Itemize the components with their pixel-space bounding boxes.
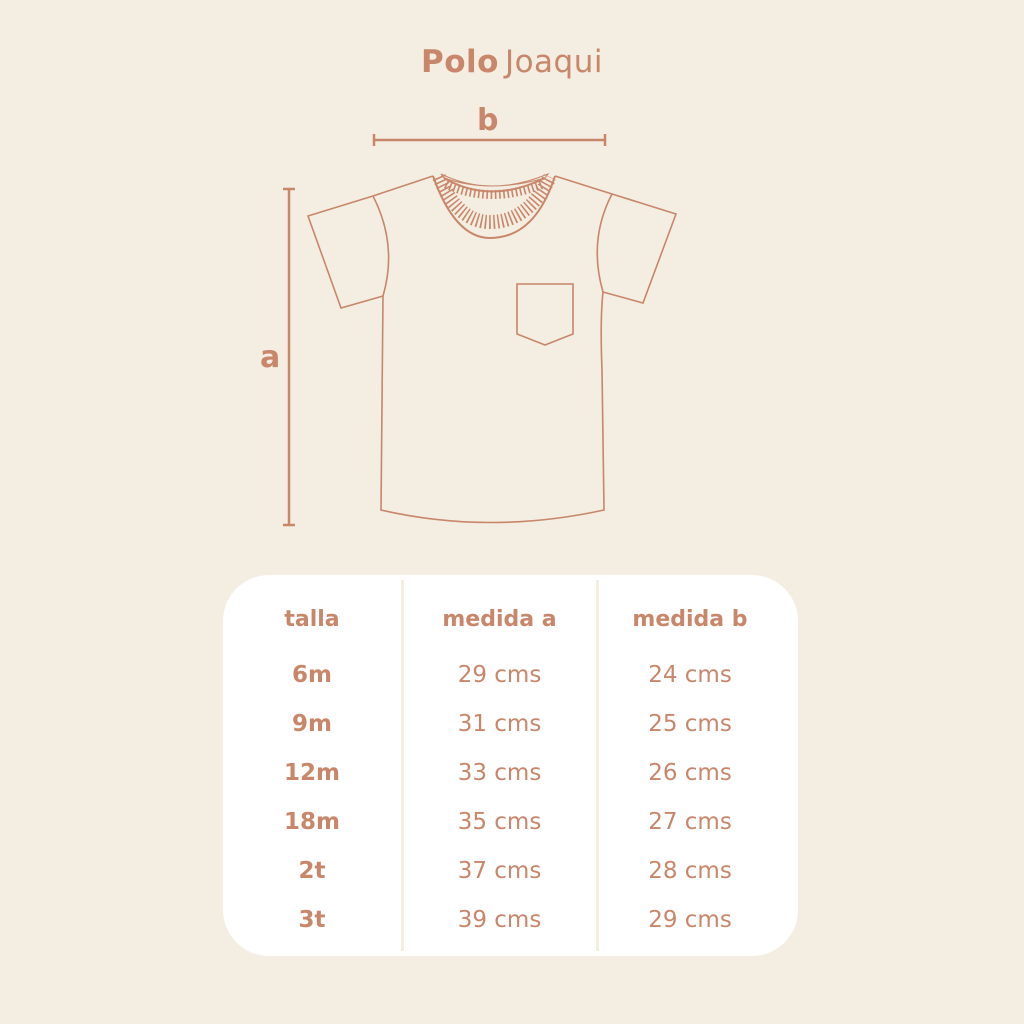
header-medida-b: medida b [632, 607, 748, 632]
pocket [516, 283, 574, 346]
product-title: Polo Joaqui [0, 44, 1024, 80]
title-bold: Polo [421, 44, 499, 80]
dimension-b-line [372, 134, 607, 146]
size-cell: 6m [292, 662, 332, 688]
size-cell: 3t [298, 907, 326, 933]
medida-b-cell: 24 cms [648, 662, 732, 688]
medida-a-cell: 31 cms [457, 711, 542, 737]
medida-a-cell: 37 cms [457, 858, 542, 884]
size-cell: 18m [284, 809, 340, 835]
medida-b-cell: 29 cms [648, 907, 732, 933]
size-table: talla 6m 9m 12m 18m 2t 3t medida a 29 cm… [223, 575, 798, 956]
dimension-b-label: b [477, 103, 499, 138]
medida-b-cell: 25 cms [648, 711, 732, 737]
size-cell: 12m [284, 760, 340, 786]
size-cell: 9m [292, 711, 332, 737]
medida-a-cell: 33 cms [457, 760, 542, 786]
size-cell: 2t [298, 858, 326, 884]
dimension-a-label: a [260, 340, 281, 375]
dimension-a-line [283, 187, 295, 527]
header-medida-a: medida a [442, 607, 557, 632]
medida-b-cell: 28 cms [648, 858, 732, 884]
medida-a-cell: 29 cms [457, 662, 542, 688]
medida-a-cell: 39 cms [457, 907, 542, 933]
header-talla: talla [284, 607, 340, 632]
medida-b-cell: 27 cms [648, 809, 732, 835]
medida-b-cell: 26 cms [648, 760, 732, 786]
column-divider [596, 580, 599, 951]
medida-a-cell: 35 cms [457, 809, 542, 835]
tshirt-outline [306, 172, 678, 524]
column-divider [401, 580, 404, 951]
title-light: Joaqui [504, 44, 603, 80]
